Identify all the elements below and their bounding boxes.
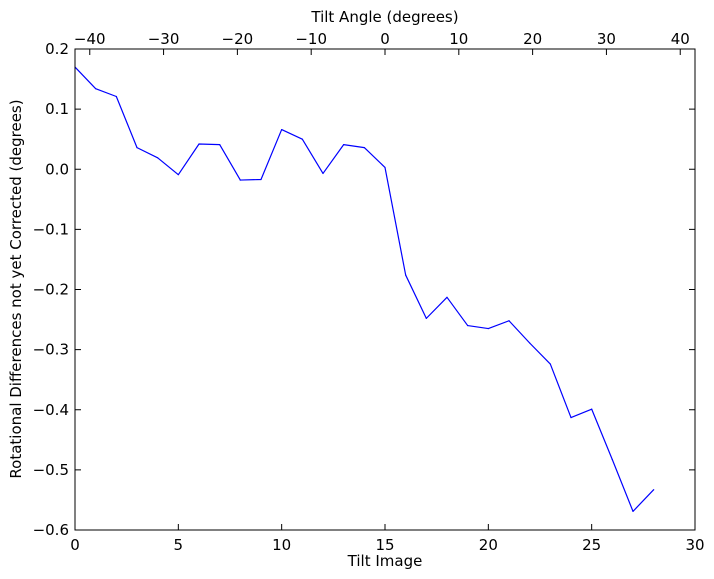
data-point <box>653 489 655 491</box>
x-tick-label: 0 <box>70 536 80 554</box>
y-tick-label: 0.2 <box>45 40 69 58</box>
data-point <box>363 147 365 149</box>
top-x-tick-label: 10 <box>449 30 468 48</box>
x-tick-label: 15 <box>375 536 394 554</box>
data-point <box>425 317 427 319</box>
data-point <box>405 274 407 276</box>
y-tick-label: −0.4 <box>33 401 69 419</box>
data-point <box>591 408 593 410</box>
data-point <box>529 342 531 344</box>
data-point <box>549 363 551 365</box>
x-tick-label: 20 <box>479 536 498 554</box>
y-tick-label: 0.1 <box>45 100 69 118</box>
data-point <box>322 172 324 175</box>
x-tick-label: 5 <box>174 536 184 554</box>
y-tick-label: −0.5 <box>33 461 69 479</box>
data-point <box>177 174 179 176</box>
data-point <box>570 416 572 419</box>
top-x-tick-label: 40 <box>671 30 690 48</box>
top-x-tick-label: −10 <box>295 30 327 48</box>
data-point <box>260 178 262 181</box>
y-tick-label: −0.1 <box>33 220 69 238</box>
data-point <box>239 179 241 181</box>
data-point <box>487 327 489 330</box>
data-point <box>343 144 345 146</box>
plot-frame <box>74 48 696 531</box>
top-x-axis-label: Tilt Angle (degrees) <box>310 8 458 26</box>
top-x-tick-label: 30 <box>597 30 616 48</box>
data-point <box>95 88 97 90</box>
x-tick-label: 10 <box>272 536 291 554</box>
top-x-tick-label: −30 <box>148 30 180 48</box>
x-axis-label: Tilt Image <box>347 552 423 570</box>
data-point <box>136 147 138 149</box>
data-point <box>508 320 510 322</box>
y-tick-label: 0.0 <box>45 160 69 178</box>
y-tick-label: −0.6 <box>33 521 69 539</box>
data-point <box>446 296 448 298</box>
top-x-tick-label: −20 <box>222 30 254 48</box>
data-point <box>384 166 386 169</box>
data-point <box>611 459 613 461</box>
top-x-tick-label: 20 <box>523 30 542 48</box>
data-point <box>281 128 283 131</box>
tick-labels-layer: 0 5 10 15 20 25 30 0.2 0.1 0.0 −0.1 −0.2 −0.3 −0.4 −0.… <box>33 30 705 554</box>
plot-area <box>75 49 695 530</box>
y-axis-label: Rotational Differences not yet Corrected… <box>7 99 25 478</box>
data-point <box>467 324 469 327</box>
y-tick-label: −0.3 <box>33 341 69 359</box>
data-point <box>632 510 634 512</box>
x-tick-label: 30 <box>685 536 704 554</box>
data-point <box>219 144 221 146</box>
x-tick-label: 25 <box>582 536 601 554</box>
data-point <box>115 95 117 98</box>
data-point <box>157 157 159 159</box>
data-point <box>301 138 303 140</box>
top-x-tick-label: −40 <box>74 30 106 48</box>
y-tick-label: −0.2 <box>33 281 69 299</box>
top-x-tick-label: 0 <box>380 30 390 48</box>
series-layer <box>74 66 655 512</box>
data-point <box>198 143 200 145</box>
